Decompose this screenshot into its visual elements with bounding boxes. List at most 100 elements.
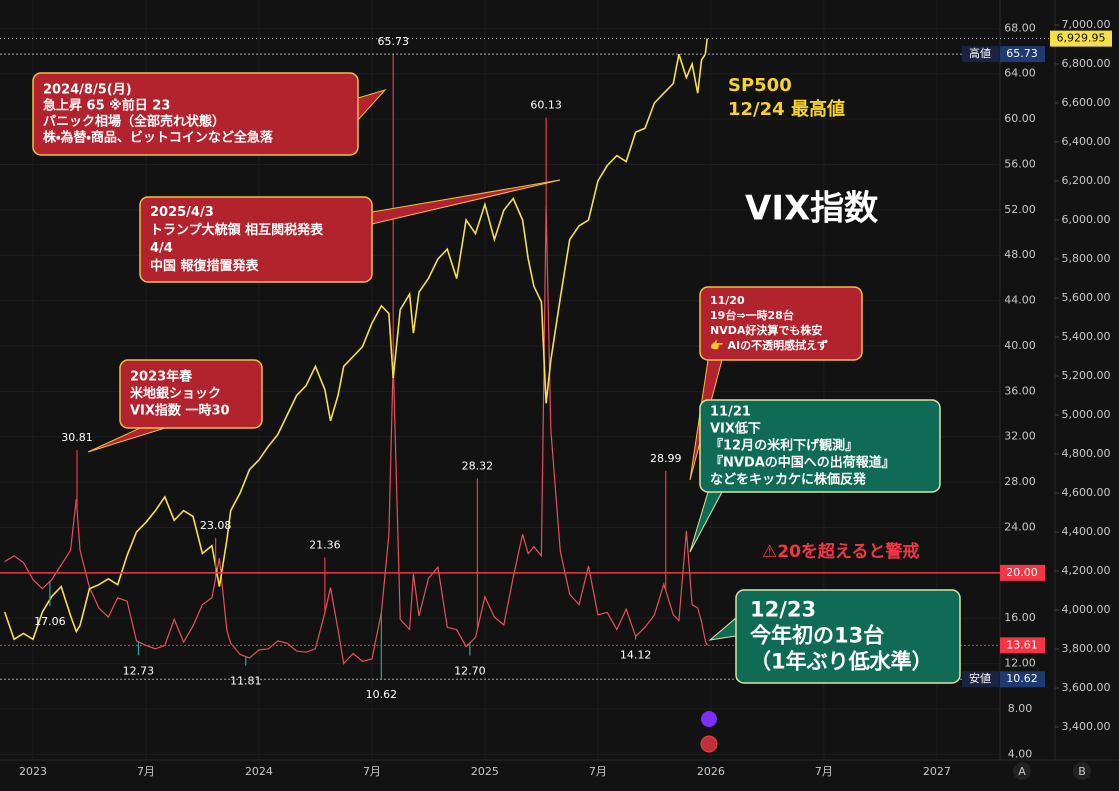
y-tick-label: 24.00 bbox=[1004, 520, 1036, 533]
y2-tick-label: 6,800.00 bbox=[1062, 57, 1111, 70]
callout-text: トランプ大統領 相互関税発表 bbox=[150, 222, 324, 238]
callout-text: 2025/4/3 bbox=[150, 205, 214, 220]
price-badge-label: 20.00 bbox=[1006, 566, 1038, 579]
callout-text: 株・為替・商品、ビットコインなど全急落 bbox=[43, 130, 274, 146]
y2-tick-label: 6,600.00 bbox=[1062, 96, 1111, 109]
axis-button[interactable]: B bbox=[1078, 765, 1086, 778]
callout-text: 11/21 bbox=[710, 405, 751, 420]
x-tick-label: 7月 bbox=[815, 765, 833, 778]
y2-tick-label: 7,000.00 bbox=[1062, 18, 1111, 31]
y2-tick-label: 4,600.00 bbox=[1062, 486, 1111, 499]
extreme-label: 65.73 bbox=[377, 35, 409, 48]
price-badge-name: 高値 bbox=[969, 46, 991, 60]
callout-text: 4/4 bbox=[150, 241, 173, 256]
price-badge-label: 65.73 bbox=[1006, 47, 1038, 60]
axis-button[interactable]: A bbox=[1018, 765, 1026, 778]
y-tick-label: 60.00 bbox=[1004, 112, 1036, 125]
extreme-label: 11.81 bbox=[230, 675, 262, 688]
series-line bbox=[3, 38, 708, 641]
y2-tick-label: 3,600.00 bbox=[1062, 681, 1111, 694]
callout-text: 今年初の13台 bbox=[750, 624, 884, 648]
callout-text: 2024/8/5(月) bbox=[43, 83, 132, 98]
y-tick-label: 36.00 bbox=[1004, 384, 1036, 397]
extreme-label: 28.99 bbox=[650, 452, 682, 465]
x-tick-label: 7月 bbox=[137, 765, 155, 778]
x-tick-label: 2026 bbox=[697, 765, 725, 778]
extreme-label: 30.81 bbox=[61, 431, 93, 444]
sp-note: 12/24 最高値 bbox=[728, 98, 845, 120]
callout-text: NVDA好決算でも株安 bbox=[710, 323, 822, 337]
extreme-label: 28.32 bbox=[462, 459, 494, 472]
callout-text: 12/23 bbox=[750, 598, 816, 622]
y2-tick-label: 4,400.00 bbox=[1062, 525, 1111, 538]
y-tick-label: 12.00 bbox=[1004, 657, 1036, 670]
y-tick-label: 4.00 bbox=[1008, 747, 1033, 760]
event-icon bbox=[701, 711, 717, 727]
extreme-label: 12.70 bbox=[454, 665, 486, 678]
x-tick-label: 2027 bbox=[923, 765, 951, 778]
callout-text: 『NVDAの中国への出荷報道』 bbox=[710, 455, 895, 471]
y2-tick-label: 4,200.00 bbox=[1062, 564, 1111, 577]
button-bg[interactable] bbox=[1073, 762, 1091, 780]
callout-text: などをキッカケに株価反発 bbox=[710, 472, 867, 488]
y-tick-label: 8.00 bbox=[1008, 702, 1033, 715]
x-tick-label: 2025 bbox=[471, 765, 499, 778]
callout-text: 👉 AIの不透明感拭えず bbox=[710, 338, 828, 352]
y2-tick-label: 6,000.00 bbox=[1062, 213, 1111, 226]
extreme-label: 23.08 bbox=[200, 519, 232, 532]
y2-tick-label: 5,400.00 bbox=[1062, 330, 1111, 343]
callout-text: 2023年春 bbox=[130, 369, 193, 385]
callout-text: 『12月の米利下げ観測』 bbox=[710, 438, 858, 454]
y2-tick-label: 5,800.00 bbox=[1062, 252, 1111, 265]
price-badge-label: 6,929.95 bbox=[1057, 32, 1106, 45]
extreme-label: 17.06 bbox=[34, 615, 66, 628]
y2-tick-label: 6,200.00 bbox=[1062, 174, 1111, 187]
price-badge bbox=[1000, 46, 1045, 63]
y2-tick-label: 5,600.00 bbox=[1062, 291, 1111, 304]
labels: 30.81 17.06 12.73 23.08 11.81 21.36 65.73 10.62… bbox=[0, 30, 1112, 701]
y-tick-label: 16.00 bbox=[1004, 611, 1036, 624]
event-icon bbox=[700, 735, 718, 753]
y2-tick-label: 3,400.00 bbox=[1062, 720, 1111, 733]
price-badge bbox=[1000, 564, 1045, 581]
price-badge-label: 10.62 bbox=[1006, 672, 1038, 685]
price-badge-name-bg bbox=[962, 46, 999, 63]
extreme-label: 12.73 bbox=[123, 664, 155, 677]
callout-text: 急上昇 65 ※前日 23 bbox=[43, 98, 170, 114]
callout-text: 11/20 bbox=[710, 294, 745, 307]
annotations: 2024/8/5(月)急上昇 65 ※前日 23パニック相場（全部売れ状態）株・… bbox=[32, 72, 961, 684]
callout-text: 米地銀ショック bbox=[130, 386, 221, 402]
y2-tick-label: 4,000.00 bbox=[1062, 603, 1111, 616]
extreme-label: 10.62 bbox=[366, 688, 398, 701]
y-tick-label: 44.00 bbox=[1004, 294, 1036, 307]
price-badge bbox=[1050, 30, 1112, 47]
price-badge bbox=[1000, 671, 1045, 688]
y-tick-label: 40.00 bbox=[1004, 339, 1036, 352]
x-tick-label: 7月 bbox=[589, 765, 607, 778]
y-tick-label: 64.00 bbox=[1004, 67, 1036, 80]
extreme-label: 21.36 bbox=[309, 538, 341, 551]
callout-text: パニック相場（全部売れ状態） bbox=[43, 114, 225, 130]
callout-text: （1年ぶり低水準） bbox=[750, 650, 933, 674]
callout-text: 19台⇒一時28台 bbox=[710, 308, 794, 322]
y2-tick-label: 3,800.00 bbox=[1062, 642, 1111, 655]
price-badge-name-bg bbox=[962, 671, 999, 688]
callout-box bbox=[139, 196, 373, 283]
y2-tick-label: 5,000.00 bbox=[1062, 408, 1111, 421]
callout-box bbox=[32, 72, 359, 156]
y-tick-label: 48.00 bbox=[1004, 248, 1036, 261]
y-tick-label: 56.00 bbox=[1004, 157, 1036, 170]
y2-tick-label: 5,200.00 bbox=[1062, 369, 1111, 382]
callout-text: VIX指数 一時30 bbox=[130, 403, 230, 419]
callout-box bbox=[699, 399, 941, 493]
y-tick-label: 52.00 bbox=[1004, 203, 1036, 216]
x-tick-label: 7月 bbox=[363, 765, 381, 778]
y-tick-label: 32.00 bbox=[1004, 430, 1036, 443]
callout-box bbox=[699, 286, 863, 361]
callout-text: VIX低下 bbox=[710, 421, 761, 437]
button-bg[interactable] bbox=[1013, 762, 1031, 780]
y-tick-label: 68.00 bbox=[1004, 21, 1036, 34]
chart-title: VIX指数 bbox=[745, 189, 878, 229]
price-badge bbox=[1000, 637, 1045, 654]
